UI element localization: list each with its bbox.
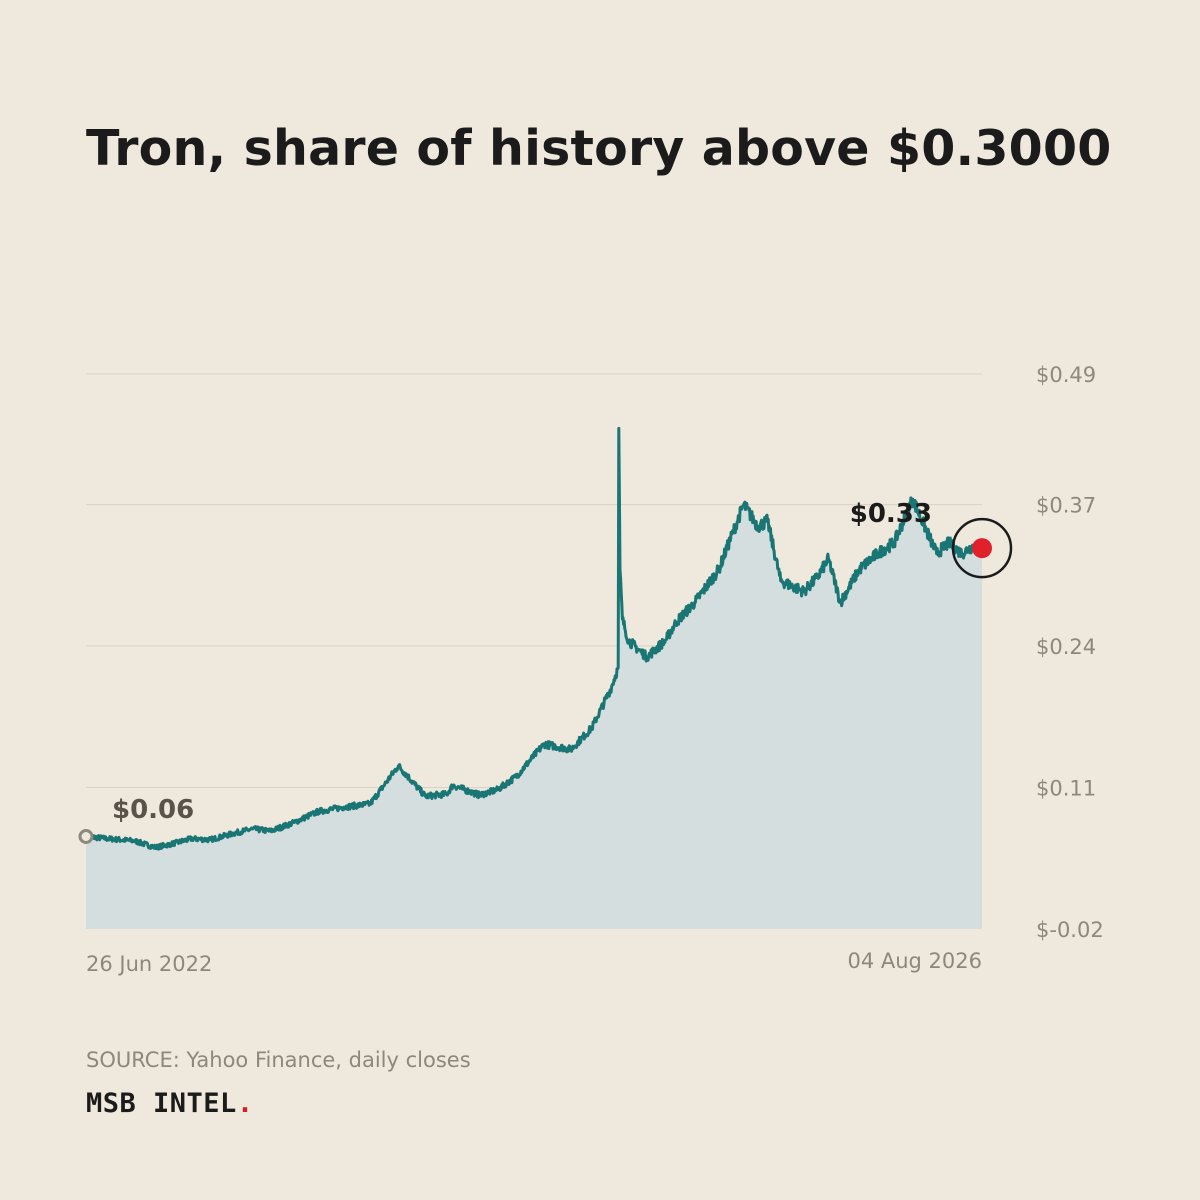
y-tick-label: $0.11 — [1036, 777, 1096, 801]
brand-logo: MSB INTEL. — [86, 1088, 254, 1119]
annotations: $0.06 $0.33 — [78, 499, 1013, 844]
start-marker — [78, 829, 94, 844]
x-tick-label: 04 Aug 2026 — [847, 949, 982, 973]
y-tick-label: $0.37 — [1036, 494, 1096, 518]
y-axis-ticks: $0.49 $0.37 $0.24 $0.11 $-0.02 — [1036, 363, 1104, 942]
end-highlight-ring — [951, 517, 1013, 579]
page-title: Tron, share of history above $0.3000 — [86, 120, 1112, 177]
source-note: SOURCE: Yahoo Finance, daily closes — [86, 1048, 471, 1072]
y-tick-label: $0.24 — [1036, 635, 1096, 659]
x-tick-label: 26 Jun 2022 — [86, 952, 212, 976]
start-value-label: $0.06 — [112, 795, 194, 825]
end-value-label: $0.33 — [850, 499, 932, 529]
x-axis-ticks: 26 Jun 2022 04 Aug 2026 — [86, 949, 982, 976]
price-line — [84, 426, 984, 851]
price-area — [86, 428, 982, 929]
end-marker — [972, 538, 992, 559]
y-tick-label: $0.49 — [1036, 363, 1096, 387]
y-tick-label: $-0.02 — [1036, 918, 1104, 942]
brand-name: MSB INTEL — [86, 1088, 237, 1119]
brand-dot: . — [236, 1088, 254, 1119]
